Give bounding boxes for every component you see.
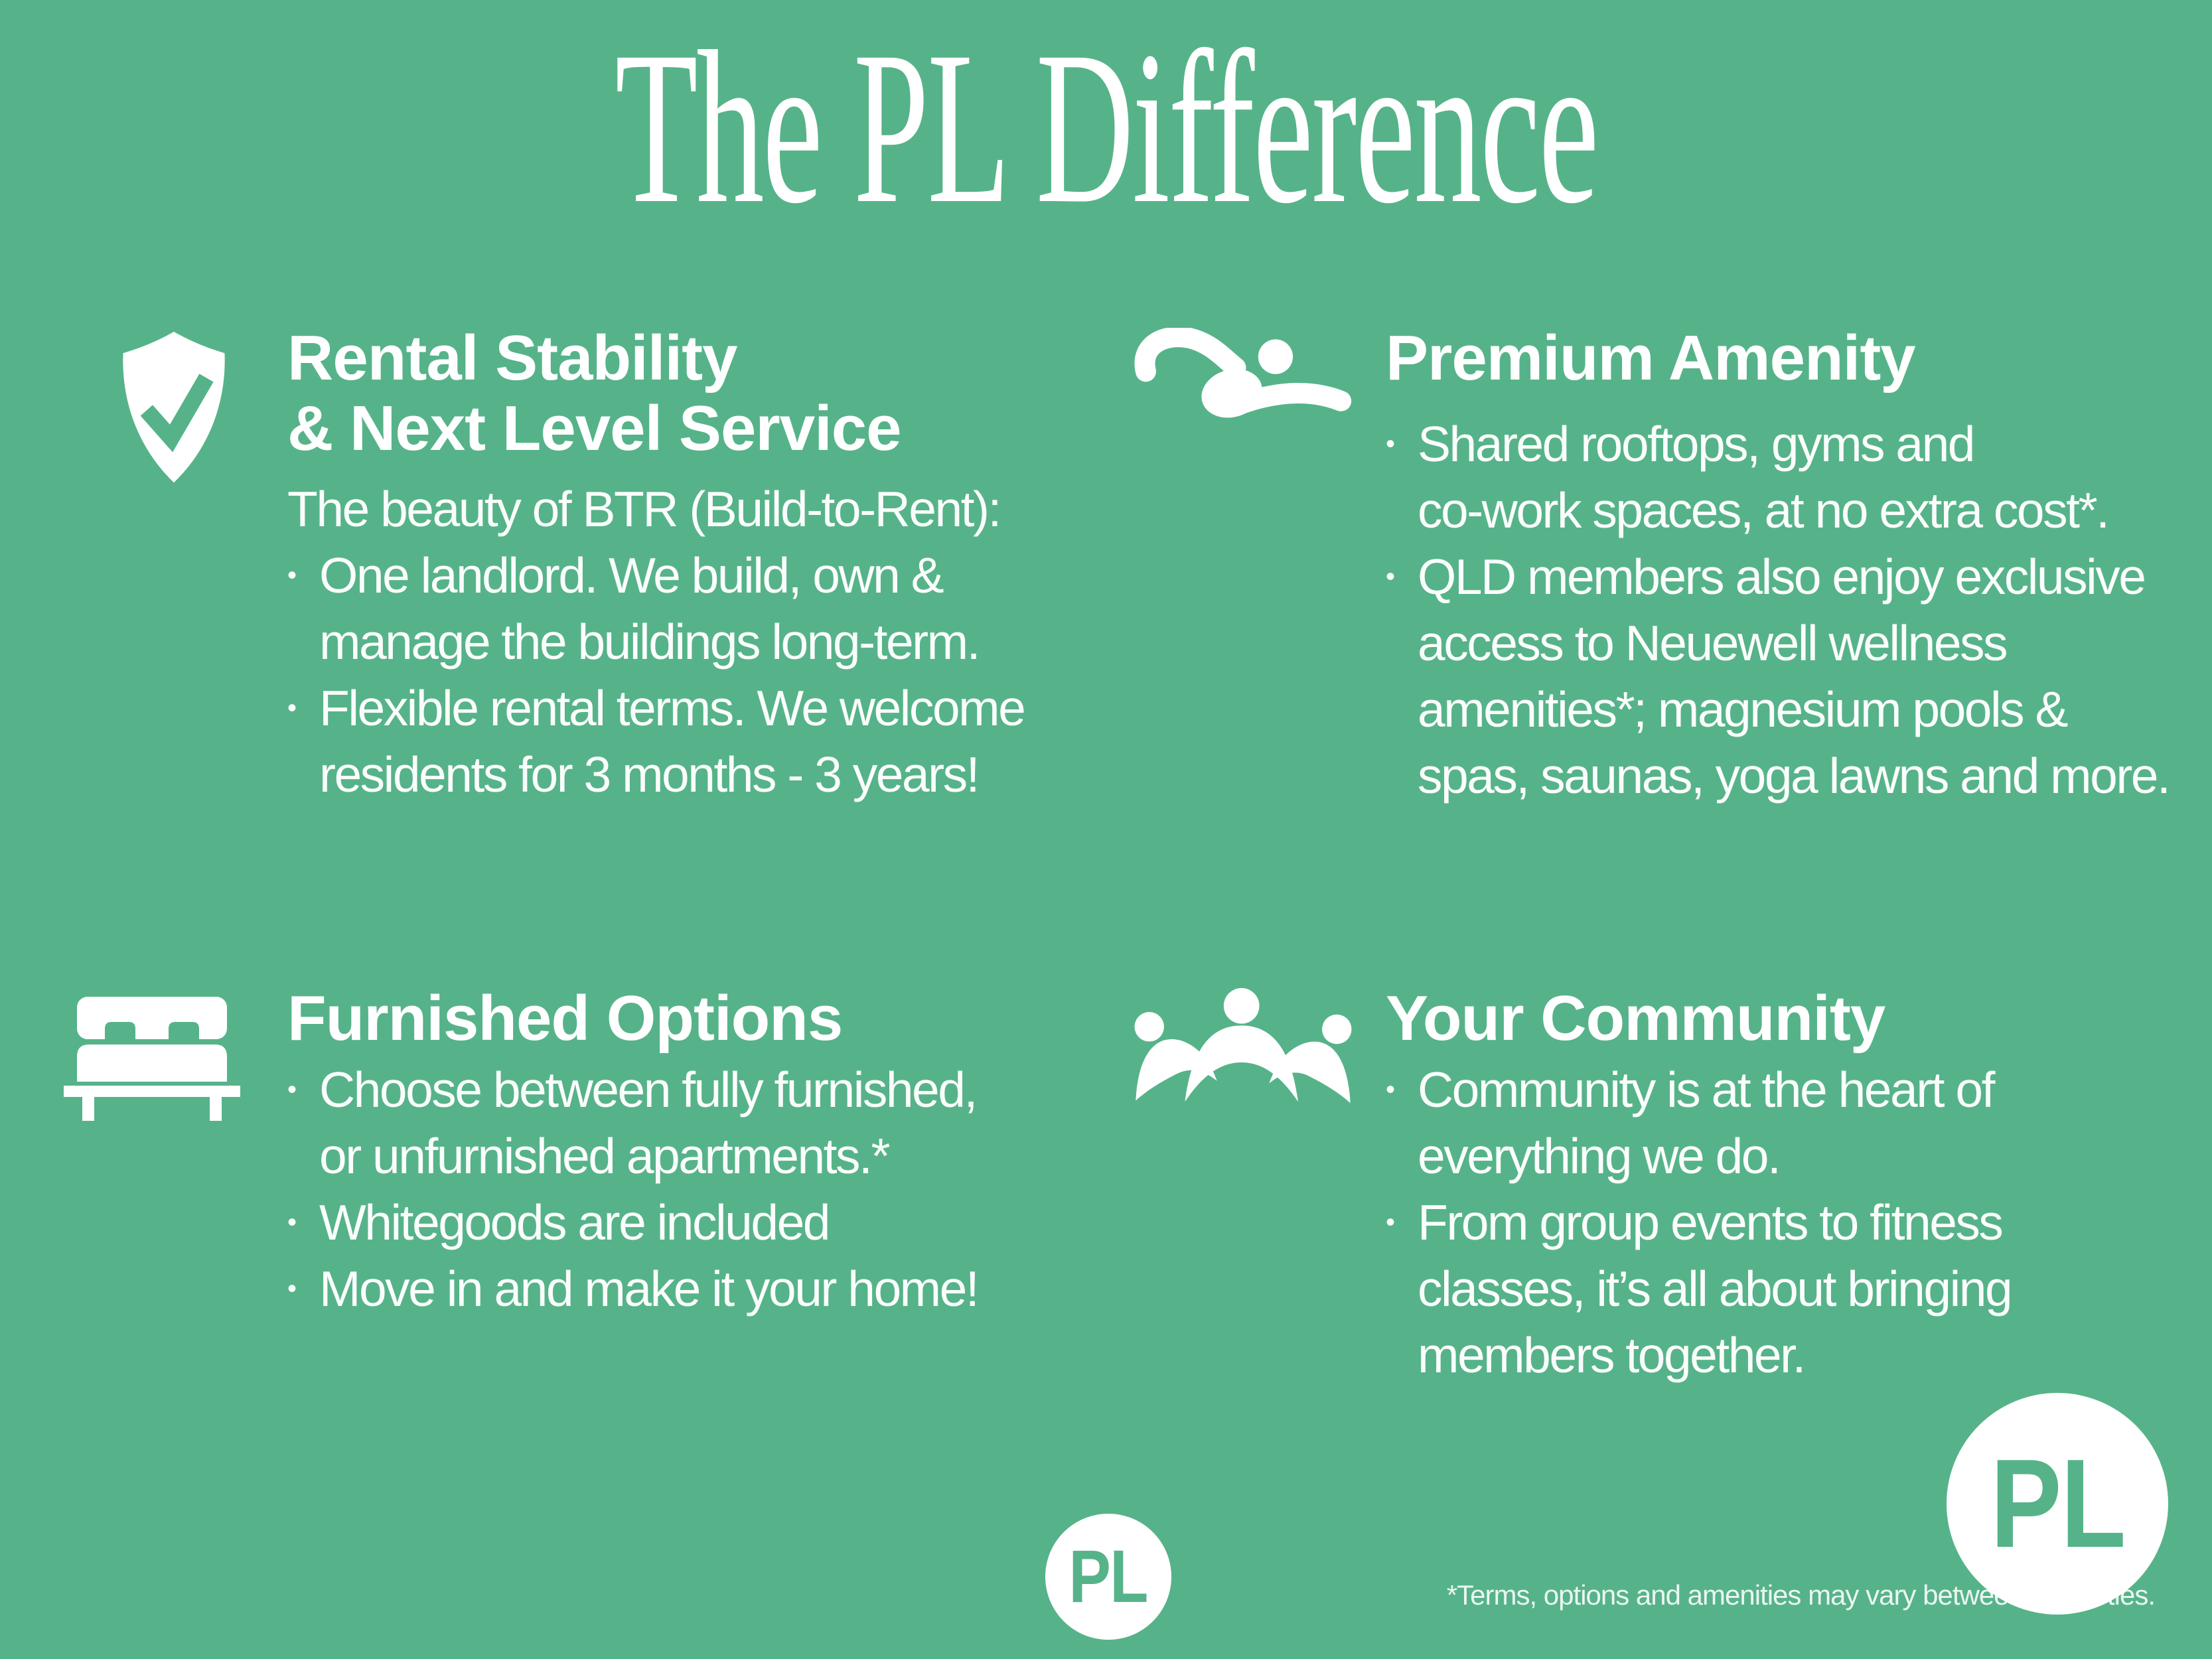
- section-body: Shared rooftops, gyms and co-work spaces…: [1386, 411, 2171, 809]
- list-item: Choose between fully furnished, or unfur…: [287, 1056, 978, 1189]
- section-heading: Furnished Options: [287, 983, 843, 1054]
- section-body: Community is at the heart of everything …: [1386, 1056, 2013, 1388]
- page-title: The PL Difference: [615, 7, 1599, 249]
- section-furnished-options: Furnished Options Choose between fully f…: [287, 983, 980, 1323]
- list-item: Flexible rental terms. We welcome reside…: [287, 675, 1026, 808]
- section-body: The beauty of BTR (Build-to-Rent): One l…: [287, 476, 1026, 808]
- section-premium-amenity: Premium Amenity Shared rooftops, gyms an…: [1386, 323, 2171, 809]
- list-item: Whitegoods are included: [287, 1189, 978, 1256]
- pl-logo-text: PL: [1069, 1535, 1149, 1618]
- section-heading: Your Community: [1386, 983, 1885, 1054]
- section-heading: Premium Amenity: [1386, 323, 1916, 394]
- section-heading: Rental Stability & Next Level Service: [287, 323, 902, 464]
- list-item: From group events to fitness classes, it…: [1386, 1189, 2013, 1388]
- pl-logo-text: PL: [1990, 1433, 2126, 1574]
- list-item: Community is at the heart of everything …: [1386, 1056, 2011, 1189]
- bed-icon: [64, 993, 240, 1123]
- list-item: Move in and make it your home!: [287, 1256, 980, 1322]
- pl-logo-badge-large: PL: [1947, 1393, 2168, 1615]
- list-item: Shared rooftops, gyms and co-work spaces…: [1386, 411, 2169, 543]
- pl-logo-badge-small: PL: [1045, 1514, 1171, 1640]
- people-community-icon: [1122, 987, 1364, 1104]
- list-item: QLD members also enjoy exclusive access …: [1386, 543, 2171, 809]
- section-body: Choose between fully furnished, or unfur…: [287, 1056, 980, 1322]
- shield-check-icon: [109, 327, 239, 488]
- swimmer-icon: [1132, 328, 1358, 427]
- list-item: One landlord. We build, own & manage the…: [287, 542, 1024, 675]
- section-rental-stability: Rental Stability & Next Level Service Th…: [287, 323, 1026, 808]
- intro-line: The beauty of BTR (Build-to-Rent):: [287, 481, 1001, 537]
- section-your-community: Your Community Community is at the heart…: [1386, 983, 2013, 1388]
